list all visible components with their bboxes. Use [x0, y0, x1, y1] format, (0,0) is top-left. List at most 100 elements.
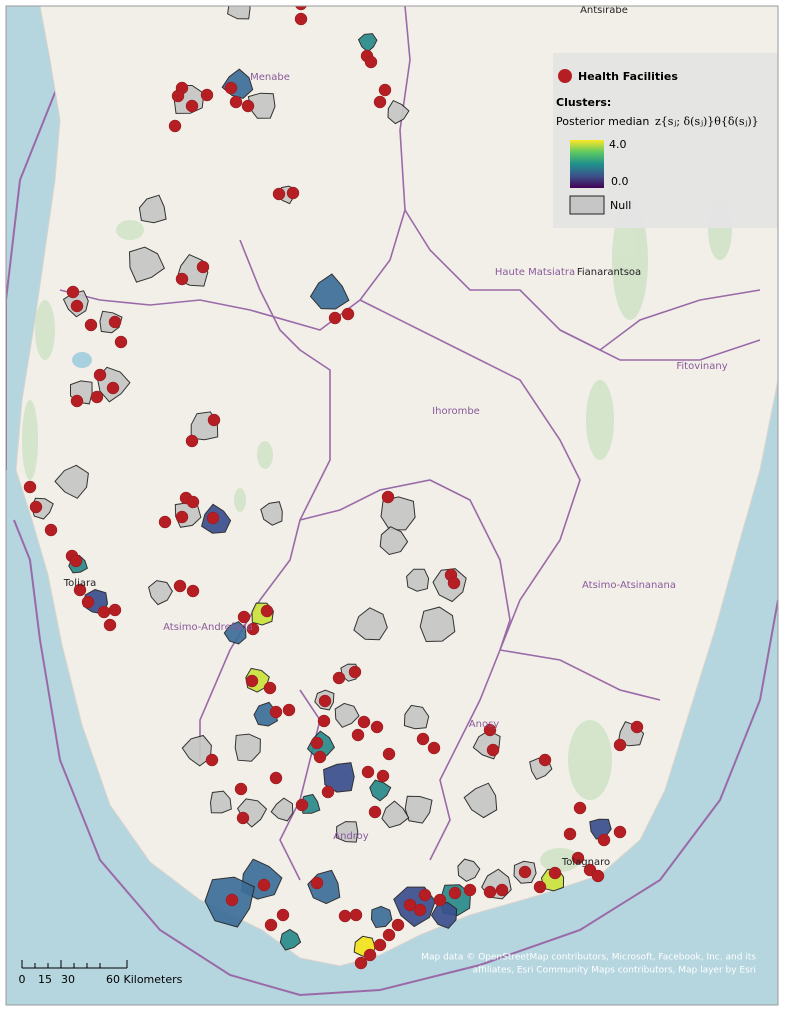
health-facility — [246, 622, 260, 636]
cluster — [260, 501, 283, 526]
health-facility — [571, 851, 585, 865]
cluster — [387, 99, 410, 125]
eez-line — [13, 519, 778, 997]
health-facility — [200, 88, 214, 102]
region-label: Ihorombe — [432, 406, 480, 417]
health-facility — [538, 753, 552, 767]
health-facility — [463, 883, 477, 897]
health-facilities — [23, 6, 644, 970]
cluster — [381, 800, 410, 829]
health-facility — [573, 801, 587, 815]
health-facility — [630, 720, 644, 734]
health-facility — [185, 99, 199, 113]
health-facility — [533, 880, 547, 894]
health-facility — [495, 883, 509, 897]
health-facility — [317, 714, 331, 728]
cluster — [334, 702, 360, 728]
health-facility — [313, 750, 327, 764]
region-label: Haute Matsiatra — [495, 267, 575, 278]
place-label: Antsirabe — [580, 5, 628, 16]
cluster — [234, 733, 261, 762]
cluster — [379, 526, 409, 556]
health-facility — [81, 595, 95, 609]
health-facility — [368, 805, 382, 819]
legend-heading: Clusters: — [556, 96, 611, 109]
health-facility — [378, 83, 392, 97]
health-facility — [186, 495, 200, 509]
health-facility — [70, 299, 84, 313]
health-facility — [114, 335, 128, 349]
cluster — [270, 797, 294, 822]
health-facility — [361, 765, 375, 779]
cluster — [227, 6, 251, 20]
health-facility — [338, 909, 352, 923]
place-label: Fianarantsoa — [577, 267, 641, 278]
attribution: Map data © OpenStreetMap contributors, M… — [421, 953, 756, 963]
health-facility — [245, 674, 259, 688]
health-facility — [108, 315, 122, 329]
region-label: Anosy — [469, 719, 500, 730]
health-facility — [486, 743, 500, 757]
health-facility — [225, 893, 239, 907]
health-facility — [433, 893, 447, 907]
health-facility — [376, 769, 390, 783]
health-facility — [108, 603, 122, 617]
health-facility — [207, 413, 221, 427]
scale-label: 60 Kilometers — [106, 973, 183, 986]
health-facility — [351, 728, 365, 742]
scale-label: 0 — [19, 973, 26, 986]
map-body: Antsirabe Menabe Haute Matsiatra Fianara… — [6, 5, 778, 1005]
health-facility — [416, 732, 430, 746]
health-facility — [591, 869, 605, 883]
health-facility — [548, 866, 562, 880]
health-facility — [391, 918, 405, 932]
health-facility — [229, 95, 243, 109]
health-facility — [23, 480, 37, 494]
health-facility — [73, 583, 87, 597]
health-facility — [263, 681, 277, 695]
cluster — [463, 782, 498, 819]
cluster — [370, 905, 393, 929]
health-facility — [364, 55, 378, 69]
cluster — [279, 928, 302, 951]
health-facility — [224, 81, 238, 95]
health-facility — [294, 12, 308, 26]
health-facility — [310, 736, 324, 750]
place-label: Tolagnaro — [561, 857, 610, 868]
health-facility — [321, 785, 335, 799]
region-label: Atsimo-Atsinanana — [582, 580, 676, 591]
cluster — [457, 858, 481, 882]
health-facility — [173, 579, 187, 593]
health-facility — [370, 720, 384, 734]
health-facility — [29, 500, 43, 514]
health-facility — [382, 928, 396, 942]
health-facility — [196, 260, 210, 274]
health-facility — [93, 368, 107, 382]
cluster — [403, 704, 430, 730]
health-facility — [206, 511, 220, 525]
health-facility — [260, 604, 274, 618]
cluster — [309, 273, 350, 310]
health-facility — [613, 825, 627, 839]
health-facility — [234, 782, 248, 796]
region-label: Androy — [333, 831, 369, 842]
health-facility — [310, 876, 324, 890]
clusters — [31, 6, 645, 957]
health-facility — [328, 311, 342, 325]
health-facility — [447, 576, 461, 590]
health-facility — [69, 554, 83, 568]
health-facility — [103, 618, 117, 632]
frame — [5, 5, 779, 1006]
health-facility — [286, 186, 300, 200]
cluster — [419, 606, 456, 643]
health-facility — [84, 318, 98, 332]
cluster — [335, 821, 359, 843]
health-facility — [44, 523, 58, 537]
health-facility — [70, 394, 84, 408]
cluster — [404, 795, 433, 824]
health-facility — [348, 665, 362, 679]
health-facility — [282, 703, 296, 717]
health-facility — [448, 886, 462, 900]
health-facility — [403, 898, 417, 912]
health-facility — [185, 434, 199, 448]
